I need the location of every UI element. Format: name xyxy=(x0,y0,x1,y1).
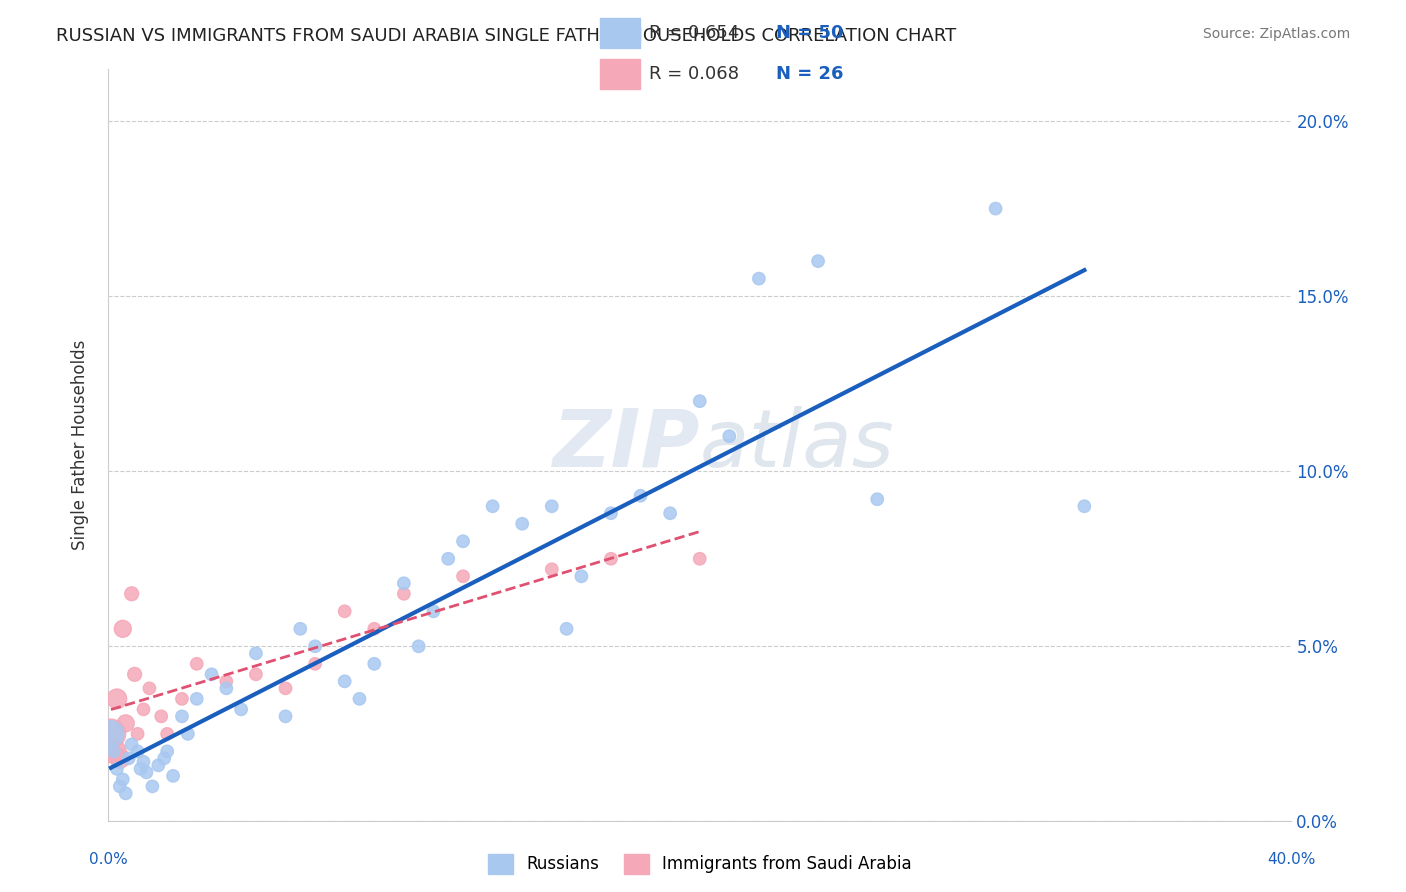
Point xyxy=(290,622,312,636)
Point xyxy=(186,691,208,706)
Point xyxy=(630,489,652,503)
Point xyxy=(600,506,623,520)
Point xyxy=(510,516,533,531)
Point xyxy=(333,674,356,689)
Point xyxy=(540,562,562,576)
Point xyxy=(150,709,173,723)
Text: ZIP: ZIP xyxy=(553,406,700,484)
Point xyxy=(569,569,592,583)
Point xyxy=(103,744,125,758)
Point xyxy=(132,702,155,716)
Point xyxy=(984,202,1007,216)
Point xyxy=(659,506,682,520)
Point xyxy=(135,765,157,780)
Point xyxy=(200,667,222,681)
Point xyxy=(363,657,385,671)
Text: Source: ZipAtlas.com: Source: ZipAtlas.com xyxy=(1202,27,1350,41)
Point xyxy=(124,667,146,681)
Point xyxy=(108,751,131,765)
Point xyxy=(689,551,711,566)
Point xyxy=(111,622,134,636)
Point xyxy=(105,762,128,776)
Point xyxy=(274,709,297,723)
Point xyxy=(127,727,149,741)
Point xyxy=(114,716,136,731)
FancyBboxPatch shape xyxy=(600,59,640,89)
Point xyxy=(215,681,238,696)
Point xyxy=(274,681,297,696)
Point xyxy=(422,604,444,618)
Text: R = 0.068: R = 0.068 xyxy=(650,65,740,83)
Point xyxy=(114,786,136,800)
Point xyxy=(451,569,474,583)
Point xyxy=(121,737,143,751)
Point xyxy=(148,758,170,772)
Point xyxy=(600,551,623,566)
Point xyxy=(121,587,143,601)
Point xyxy=(1073,500,1095,514)
Text: N = 50: N = 50 xyxy=(776,24,844,42)
Point xyxy=(118,751,141,765)
Text: R = 0.654: R = 0.654 xyxy=(650,24,740,42)
Legend: Russians, Immigrants from Saudi Arabia: Russians, Immigrants from Saudi Arabia xyxy=(481,847,918,880)
Point xyxy=(132,755,155,769)
Point xyxy=(689,394,711,409)
Point xyxy=(156,727,179,741)
Point xyxy=(138,681,160,696)
Point xyxy=(245,646,267,660)
Point xyxy=(215,674,238,689)
Point xyxy=(177,727,200,741)
Point xyxy=(129,762,152,776)
Point xyxy=(103,744,125,758)
Point xyxy=(111,772,134,787)
Point xyxy=(162,769,184,783)
Point xyxy=(718,429,741,443)
Point xyxy=(153,751,176,765)
Point xyxy=(100,727,122,741)
Point xyxy=(105,691,128,706)
Point xyxy=(363,622,385,636)
Point xyxy=(170,709,193,723)
Point xyxy=(555,622,578,636)
Point xyxy=(437,551,460,566)
Point xyxy=(127,744,149,758)
Text: atlas: atlas xyxy=(700,406,894,484)
Point xyxy=(304,657,326,671)
Point xyxy=(866,492,889,507)
Point xyxy=(408,640,430,654)
Point xyxy=(156,744,179,758)
Point xyxy=(333,604,356,618)
Point xyxy=(392,576,415,591)
Text: RUSSIAN VS IMMIGRANTS FROM SAUDI ARABIA SINGLE FATHER HOUSEHOLDS CORRELATION CHA: RUSSIAN VS IMMIGRANTS FROM SAUDI ARABIA … xyxy=(56,27,956,45)
Point xyxy=(245,667,267,681)
Point xyxy=(392,587,415,601)
Point xyxy=(170,691,193,706)
Text: 0.0%: 0.0% xyxy=(89,852,128,866)
Y-axis label: Single Father Households: Single Father Households xyxy=(72,340,89,550)
Point xyxy=(451,534,474,549)
Point xyxy=(540,500,562,514)
Point xyxy=(231,702,253,716)
Point xyxy=(186,657,208,671)
Point xyxy=(100,727,122,741)
Text: N = 26: N = 26 xyxy=(776,65,844,83)
Point xyxy=(108,780,131,794)
Point xyxy=(748,271,770,285)
Point xyxy=(304,640,326,654)
Point xyxy=(141,780,163,794)
Point xyxy=(349,691,371,706)
Point xyxy=(807,254,830,268)
FancyBboxPatch shape xyxy=(600,18,640,48)
Point xyxy=(481,500,503,514)
Text: 40.0%: 40.0% xyxy=(1267,852,1316,866)
